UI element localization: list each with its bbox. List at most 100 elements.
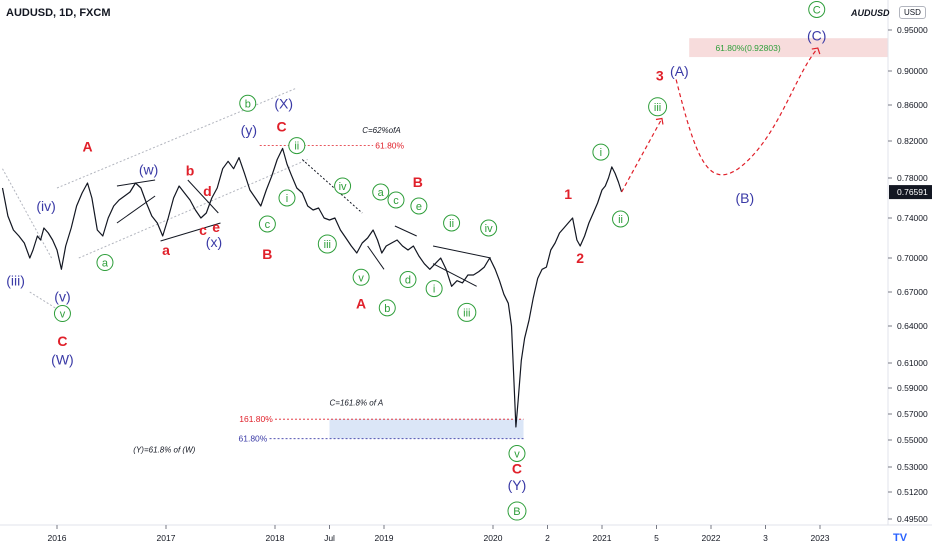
wave-label: A <box>82 139 92 155</box>
wave-label: iv <box>485 223 493 235</box>
wave-label: C <box>813 5 821 17</box>
wave-label: A <box>356 295 366 311</box>
y-tick-label: 0.78000 <box>897 173 928 183</box>
wave-label: d <box>203 183 212 199</box>
wave-label: iii <box>463 307 470 319</box>
wave-label: (C) <box>807 28 826 44</box>
wave-label: (iv) <box>36 198 55 214</box>
wave-circle <box>399 271 417 289</box>
arrow-head <box>811 47 821 55</box>
wave-label: B <box>262 246 272 262</box>
x-tick-label: 2023 <box>811 533 830 543</box>
wave-label: C <box>276 119 286 135</box>
wave-label: b <box>245 98 251 110</box>
wave-circle <box>278 189 296 207</box>
wave-label: (W) <box>51 351 74 367</box>
wave-label: 2 <box>576 250 584 266</box>
y-tick-label: 0.70000 <box>897 253 928 263</box>
tradingview-logo: TV <box>893 532 908 544</box>
y-tick-label: 0.51200 <box>897 487 928 497</box>
trend-line <box>78 159 308 259</box>
trend-line <box>29 291 58 310</box>
wave-circle <box>410 197 428 215</box>
y-tick-label: 0.49500 <box>897 514 928 524</box>
wave-label: b <box>384 303 390 315</box>
wave-circle <box>592 143 610 161</box>
wave-label: a <box>102 258 109 270</box>
wave-circle <box>258 215 276 233</box>
wave-label: (y) <box>241 122 257 138</box>
wave-circle <box>239 94 257 112</box>
projection-path <box>621 47 821 193</box>
symbol-header: AUDUSD, 1D, FXCM <box>6 7 111 19</box>
trend-line <box>432 245 491 259</box>
fib-label: 61.80% <box>239 434 268 444</box>
fib-box-blue <box>329 419 524 439</box>
wave-label: iii <box>324 239 331 251</box>
y-tick-label: 0.64000 <box>897 321 928 331</box>
wave-label: e <box>212 219 220 235</box>
y-tick-label: 0.86000 <box>897 100 928 110</box>
wave-circle <box>352 268 370 286</box>
wave-circle <box>612 210 630 228</box>
y-tick-label: 0.67000 <box>897 287 928 297</box>
wave-label: v <box>358 272 364 284</box>
wave-label: 1 <box>564 186 572 202</box>
wave-circle <box>372 183 390 201</box>
symbol-watermark: AUDUSD <box>851 8 890 18</box>
wave-circle <box>457 302 477 322</box>
price-line <box>1 147 623 428</box>
wave-label: v <box>60 309 66 321</box>
annotation: (Y)=61.8% of (W) <box>133 445 195 454</box>
x-tick-label: 2020 <box>484 533 503 543</box>
wave-label: ii <box>618 214 623 226</box>
trend-line <box>187 179 219 214</box>
y-tick-label: 0.82000 <box>897 136 928 146</box>
current-price-tag <box>889 185 932 200</box>
wave-label: i <box>600 147 602 159</box>
fib-box-pink <box>689 38 888 58</box>
wave-circle <box>288 137 306 155</box>
wave-label: a <box>378 187 385 199</box>
wave-label: (A) <box>670 63 689 79</box>
wave-label: iii <box>654 102 661 114</box>
wave-label: e <box>416 201 422 213</box>
wave-circle <box>808 1 826 18</box>
x-tick-label: 3 <box>763 533 768 543</box>
wave-label: b <box>186 163 195 179</box>
wave-circle <box>387 191 405 209</box>
fib-label: 61.80%(0.92803) <box>715 43 780 53</box>
fib-label: 61.80% <box>375 141 404 151</box>
wave-label: (Y) <box>508 477 527 493</box>
wave-label: c <box>199 222 207 238</box>
price-series <box>1 147 623 428</box>
trend-line <box>160 222 221 242</box>
wave-label: B <box>513 506 520 518</box>
fib-boxes: 61.80% 161.80% 61.80% 61.80%(0.92803) C=62%o… <box>133 38 888 454</box>
wave-circle <box>317 234 337 254</box>
x-tick-label: 2017 <box>157 533 176 543</box>
arrow-head <box>655 117 664 125</box>
wave-circle <box>507 501 527 521</box>
trend-line <box>116 195 156 224</box>
trend-line <box>394 225 417 237</box>
y-tick-label: 0.95000 <box>897 25 928 35</box>
currency-button[interactable]: USD <box>899 6 926 19</box>
wave-label: (iii) <box>6 273 25 289</box>
projection-curve <box>675 47 819 176</box>
x-tick-label: 2016 <box>48 533 67 543</box>
wave-label: C <box>512 460 522 476</box>
wave-label: ii <box>294 141 299 153</box>
y-tick-label: 0.59000 <box>897 383 928 393</box>
wave-circle <box>443 214 461 232</box>
wave-label: 3 <box>656 67 664 83</box>
wave-circle <box>508 445 526 462</box>
trendlines <box>2 87 491 310</box>
wave-circle <box>53 305 71 323</box>
wave-label: v <box>514 449 520 461</box>
wave-label: (v) <box>54 289 70 305</box>
x-tick-label: 2018 <box>266 533 285 543</box>
annotation: C=161.8% of A <box>330 398 384 407</box>
